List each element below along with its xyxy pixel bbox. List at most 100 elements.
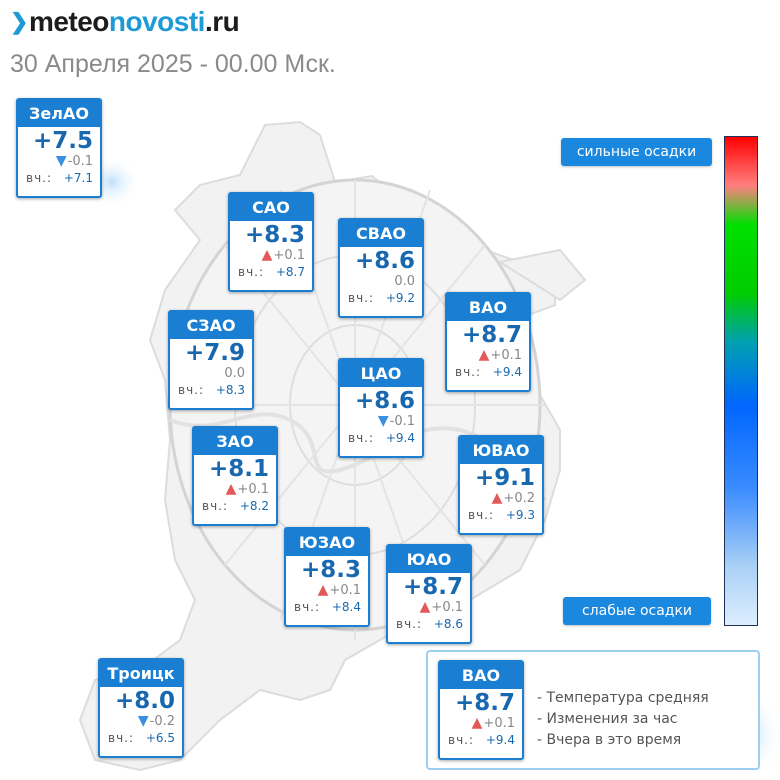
district-card[interactable]: ЮВАО +9.1 ▲+0.2 вч.: +9.3 [458,435,544,535]
legend-line-change: - Изменения за час [537,711,678,727]
scale-label-weak: слабые осадки [563,597,711,625]
yesterday-label: вч.: [468,508,495,522]
yesterday-row: вч.: +7.1 [18,169,100,186]
yesterday-row: вч.: +8.4 [286,598,368,615]
yesterday-row: вч.: +9.3 [460,506,542,523]
district-card[interactable]: СВАО +8.6 0.0 вч.: +9.2 [338,218,424,318]
district-name: ЮЗАО [286,529,368,556]
district-name: ВАО [440,662,522,689]
hourly-change-value: -0.1 [389,414,415,429]
trend-down-icon: ▼ [55,153,67,169]
district-card[interactable]: ЗАО +8.1 ▲+0.1 вч.: +8.2 [192,426,278,526]
trend-down-icon: ▼ [137,713,149,729]
logo-suffix: .ru [204,6,240,37]
yesterday-label: вч.: [348,431,375,445]
average-temperature: +8.3 [244,222,305,248]
yesterday-temperature: +8.2 [239,499,269,513]
trend-up-icon: ▲ [419,599,431,615]
hourly-change-value: 0.0 [394,274,415,289]
yesterday-temperature: +9.4 [492,365,522,379]
district-card[interactable]: ЗелАО +7.5 ▼-0.1 вч.: +7.1 [16,98,102,198]
hourly-change-value: -0.1 [67,154,93,169]
hourly-change: ▲+0.1 [388,599,470,616]
hourly-change-value: +0.1 [483,716,515,731]
yesterday-temperature: +6.5 [145,731,175,745]
district-name: ЦАО [340,360,422,387]
yesterday-row: вч.: +6.5 [100,729,182,746]
yesterday-temperature: +9.2 [385,291,415,305]
district-name: ВАО [447,294,529,321]
yesterday-label: вч.: [455,365,482,379]
district-card[interactable]: ВАО +8.7 ▲+0.1 вч.: +9.4 [438,660,524,760]
logo-prefix: meteo [28,6,109,37]
hourly-change: ▼-0.1 [18,153,100,170]
yesterday-temperature: +9.4 [485,733,515,747]
average-temperature: +8.7 [461,322,522,348]
district-name: ЗАО [194,428,276,455]
average-temperature: +8.6 [354,248,415,274]
yesterday-row: вч.: +9.4 [340,429,422,446]
district-card[interactable]: ЦАО +8.6 ▼-0.1 вч.: +9.4 [338,358,424,458]
yesterday-label: вч.: [178,383,205,397]
average-temperature: +8.3 [300,557,361,583]
district-card[interactable]: ЮЗАО +8.3 ▲+0.1 вч.: +8.4 [284,527,370,627]
trend-up-icon: ▲ [317,582,329,598]
yesterday-label: вч.: [26,171,53,185]
hourly-change-value: +0.1 [490,348,522,363]
yesterday-row: вч.: +9.4 [447,363,529,380]
yesterday-temperature: +8.6 [433,617,463,631]
average-temperature: +7.5 [32,128,93,154]
average-temperature: +8.1 [208,456,269,482]
district-name: СЗАО [170,312,252,339]
logo-main: novosti [108,6,206,37]
hourly-change: ▲+0.1 [440,715,522,732]
site-logo[interactable]: ❯meteonovosti.ru [10,6,240,38]
yesterday-label: вч.: [108,731,135,745]
yesterday-label: вч.: [396,617,423,631]
logo-mark-icon: ❯ [10,9,28,34]
yesterday-temperature: +9.3 [505,508,535,522]
district-card[interactable]: Троицк +8.0 ▼-0.2 вч.: +6.5 [98,658,184,758]
hourly-change: ▲+0.2 [460,491,542,507]
hourly-change: ▼-0.2 [100,713,182,730]
yesterday-temperature: +8.7 [275,265,305,279]
district-card[interactable]: ВАО +8.7 ▲+0.1 вч.: +9.4 [445,292,531,392]
hourly-change: 0.0 [340,274,422,289]
district-name: СВАО [340,220,422,247]
legend-line-yesterday: - Вчера в это время [537,732,682,748]
average-temperature: +7.9 [184,340,245,366]
hourly-change-value: +0.2 [503,491,535,506]
legend-line-temperature: - Температура средняя [537,690,709,706]
trend-up-icon: ▲ [471,715,483,731]
legend-text: - Температура средняя - Изменения за час… [537,688,709,751]
yesterday-row: вч.: +8.3 [170,381,252,398]
trend-up-icon: ▲ [478,347,490,363]
precipitation-scale-bar [724,136,758,626]
hourly-change: ▲+0.1 [286,582,368,599]
yesterday-label: вч.: [294,600,321,614]
yesterday-row: вч.: +8.6 [388,615,470,632]
average-temperature: +9.1 [474,465,535,491]
yesterday-row: вч.: +9.2 [340,289,422,306]
district-card[interactable]: САО +8.3 ▲+0.1 вч.: +8.7 [228,192,314,292]
trend-up-icon: ▲ [225,481,237,497]
yesterday-temperature: +7.1 [63,171,93,185]
district-name: Троицк [100,660,182,687]
hourly-change-value: +0.1 [237,482,269,497]
hourly-change: ▲+0.1 [447,347,529,364]
district-name: ЗелАО [18,100,100,127]
district-card[interactable]: ЮАО +8.7 ▲+0.1 вч.: +8.6 [386,544,472,644]
hourly-change-value: -0.2 [149,714,175,729]
hourly-change-value: +0.1 [431,600,463,615]
yesterday-temperature: +8.4 [331,600,361,614]
scale-label-strong: сильные осадки [561,138,712,166]
hourly-change: 0.0 [170,366,252,381]
report-datetime: 30 Апреля 2025 - 00.00 Мск. [10,50,336,78]
district-card[interactable]: СЗАО +7.9 0.0 вч.: +8.3 [168,310,254,410]
average-temperature: +8.7 [402,574,463,600]
average-temperature: +8.6 [354,388,415,414]
yesterday-label: вч.: [348,291,375,305]
district-name: ЮВАО [460,437,542,464]
yesterday-temperature: +8.3 [215,383,245,397]
district-name: САО [230,194,312,221]
